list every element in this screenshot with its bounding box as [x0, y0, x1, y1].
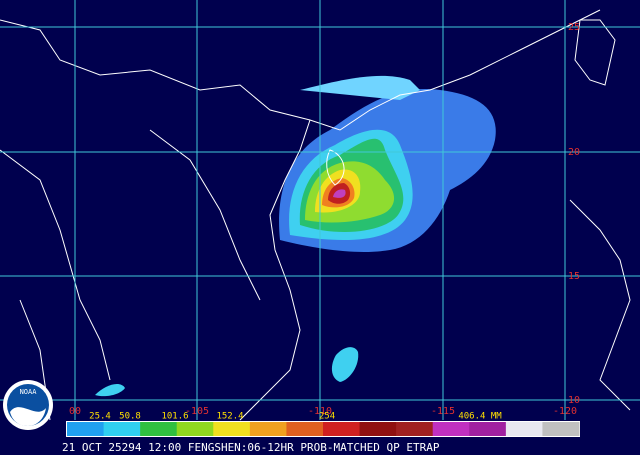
- logo-text: NOAA: [20, 388, 38, 396]
- scale-swatch: [67, 422, 105, 436]
- scale-swatch: [396, 422, 434, 436]
- scale-mm-label: 406.4 MM: [458, 412, 502, 422]
- rainfall-field: [95, 75, 496, 397]
- lat-label: 10: [568, 395, 580, 406]
- scale-mm-label: 254: [319, 412, 335, 422]
- lon-label: -110: [308, 406, 332, 417]
- scale-swatch: [103, 422, 141, 436]
- lon-label: 00: [69, 406, 81, 417]
- scale-swatch: [359, 422, 397, 436]
- color-scale: [67, 422, 580, 436]
- scale-swatch: [469, 422, 507, 436]
- noaa-logo: NOAA: [3, 380, 53, 430]
- lon-label: -115: [431, 406, 455, 417]
- lat-label: 15: [568, 271, 580, 282]
- scale-swatch: [505, 422, 543, 436]
- scale-swatch: [323, 422, 361, 436]
- scale-swatch: [542, 422, 580, 436]
- scale-swatch: [176, 422, 214, 436]
- lat-label: 20: [568, 147, 580, 158]
- scale-mm-label: 101.6: [161, 412, 188, 422]
- scale-swatch: [249, 422, 287, 436]
- scale-mm-label: 25.4: [89, 412, 111, 422]
- lon-label: -105: [185, 406, 209, 417]
- lat-label: 25: [568, 22, 580, 33]
- scale-mm-label: 152.4: [216, 412, 243, 422]
- lon-label: -120: [553, 406, 577, 417]
- caption: 21 OCT 25294 12:00 FENGSHEN:06-12HR PROB…: [62, 441, 440, 454]
- scale-swatch: [140, 422, 178, 436]
- scale-swatch: [432, 422, 470, 436]
- graticule: [0, 0, 640, 420]
- scale-swatch: [286, 422, 324, 436]
- scale-mm-label: 50.8: [119, 412, 141, 422]
- scale-swatch: [213, 422, 251, 436]
